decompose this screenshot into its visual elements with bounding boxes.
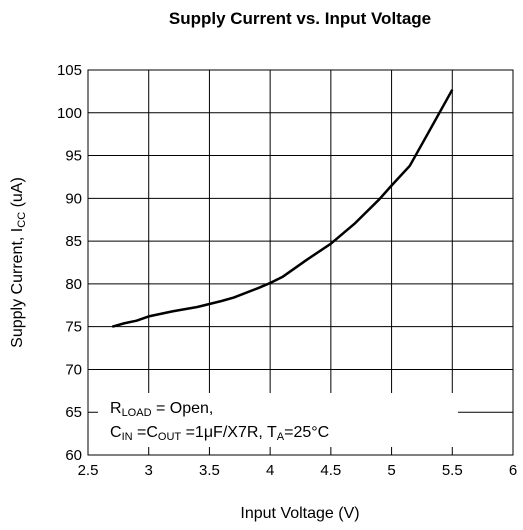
y-tick-label: 105 [57, 62, 82, 79]
annotation-text-part: A [277, 431, 285, 443]
line [111, 89, 454, 328]
x-tick-label: 5 [387, 462, 395, 479]
y-tick-label: 60 [65, 447, 82, 464]
y-tick-label: 80 [65, 276, 82, 293]
x-tick-label: 5.5 [442, 462, 463, 479]
x-tick-label: 3 [145, 462, 153, 479]
x-tick-label: 6 [509, 462, 517, 479]
y-axis-label-part: Supply Current, I [9, 228, 26, 348]
x-tick-label: 4.5 [320, 462, 341, 479]
y-tick-label: 95 [65, 148, 82, 165]
annotation-text-part: =1μF/X7R, T [181, 424, 277, 441]
annotation-text-part: =C [133, 424, 158, 441]
annotation-text-part: OUT [158, 431, 182, 443]
annotation-text-part: LOAD [122, 407, 152, 419]
y-tick-label: 90 [65, 190, 82, 207]
annotation-box [98, 393, 458, 447]
x-axis-label: Input Voltage (V) [240, 505, 359, 522]
y-axis-label-part: (uA) [9, 177, 26, 212]
annotation-text-part: C [110, 424, 122, 441]
y-tick-label: 75 [65, 319, 82, 336]
y-tick-label: 70 [65, 361, 82, 378]
annotation-text-part: = Open, [152, 400, 214, 417]
annotation-text-part: R [110, 400, 122, 417]
annotation-text: CIN =COUT =1μF/X7R, TA=25°C [110, 424, 329, 443]
y-tick-label: 100 [57, 105, 82, 122]
plot-border [87, 69, 514, 456]
x-tick-label: 2.5 [78, 462, 99, 479]
x-tick-label: 3.5 [199, 462, 220, 479]
y-tick-label: 65 [65, 404, 82, 421]
x-tick-label: 4 [266, 462, 274, 479]
chart-title: Supply Current vs. Input Voltage [169, 9, 431, 28]
y-tick-label: 85 [65, 233, 82, 250]
y-axis-label: Supply Current, ICC (uA) [9, 177, 28, 348]
annotation-text: RLOAD = Open, [110, 400, 213, 419]
annotation-text-part: =25°C [284, 424, 329, 441]
plot-area [88, 70, 513, 455]
y-axis-label-part: CC [16, 212, 28, 228]
annotation-text-part: IN [122, 431, 133, 443]
